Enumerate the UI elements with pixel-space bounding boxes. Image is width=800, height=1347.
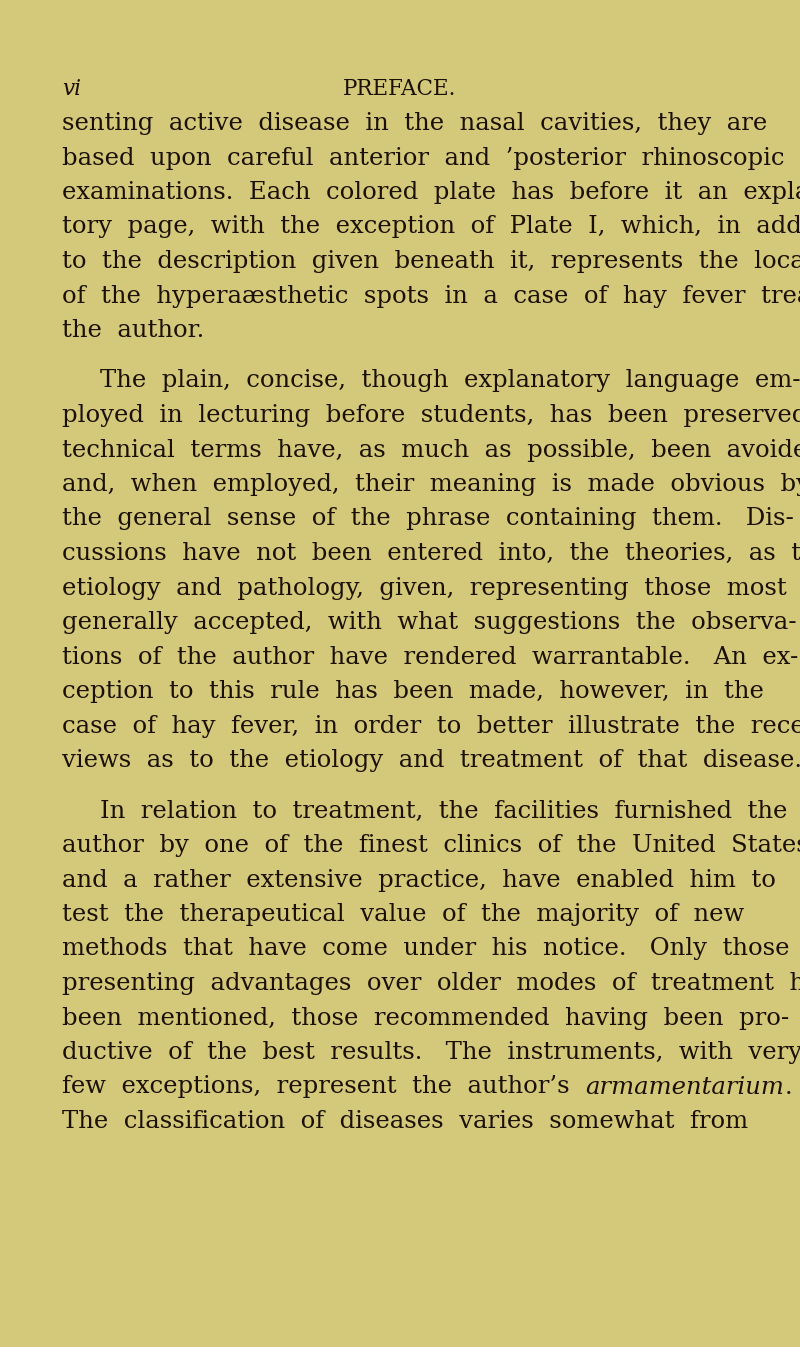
Text: and  a  rather  extensive  practice,  have  enabled  him  to: and a rather extensive practice, have en… [62, 869, 776, 892]
Text: the  general  sense  of  the  phrase  containing  them.   Dis-: the general sense of the phrase containi… [62, 508, 794, 531]
Text: of  the  hyperaæsthetic  spots  in  a  case  of  hay  fever  treated  by: of the hyperaæsthetic spots in a case of… [62, 284, 800, 307]
Text: methods  that  have  come  under  his  notice.   Only  those: methods that have come under his notice.… [62, 938, 790, 960]
Text: test  the  therapeutical  value  of  the  majority  of  new: test the therapeutical value of the majo… [62, 902, 745, 925]
Text: vi: vi [62, 78, 82, 100]
Text: ductive  of  the  best  results.   The  instruments,  with  very: ductive of the best results. The instrum… [62, 1041, 800, 1064]
Text: views  as  to  the  etiology  and  treatment  of  that  disease.: views as to the etiology and treatment o… [62, 749, 800, 772]
Text: armamentarium: armamentarium [586, 1075, 784, 1099]
Text: tions  of  the  author  have  rendered  warrantable.   An  ex-: tions of the author have rendered warran… [62, 645, 798, 668]
Text: the  author.: the author. [62, 319, 205, 342]
Text: etiology  and  pathology,  given,  representing  those  most: etiology and pathology, given, represent… [62, 577, 787, 599]
Text: The  plain,  concise,  though  explanatory  language  em-: The plain, concise, though explanatory l… [101, 369, 800, 392]
Text: cussions  have  not  been  entered  into,  the  theories,  as  to: cussions have not been entered into, the… [62, 541, 800, 564]
Text: been  mentioned,  those  recommended  having  been  pro-: been mentioned, those recommended having… [62, 1006, 790, 1029]
Text: .: . [784, 1075, 792, 1099]
Text: case  of  hay  fever,  in  order  to  better  illustrate  the  recent: case of hay fever, in order to better il… [62, 714, 800, 738]
Text: few  exceptions,  represent  the  author’s: few exceptions, represent the author’s [62, 1075, 586, 1099]
Text: examinations.  Each  colored  plate  has  before  it  an  explana-: examinations. Each colored plate has bef… [62, 180, 800, 203]
Text: and,  when  employed,  their  meaning  is  made  obvious  by: and, when employed, their meaning is mad… [62, 473, 800, 496]
Text: ception  to  this  rule  has  been  made,  however,  in  the: ception to this rule has been made, howe… [62, 680, 764, 703]
Text: In  relation  to  treatment,  the  facilities  furnished  the: In relation to treatment, the facilities… [101, 800, 788, 823]
Text: ployed  in  lecturing  before  students,  has  been  preserved;: ployed in lecturing before students, has… [62, 404, 800, 427]
Text: generally  accepted,  with  what  suggestions  the  observa-: generally accepted, with what suggestion… [62, 612, 797, 634]
Text: author  by  one  of  the  finest  clinics  of  the  United  States: author by one of the finest clinics of t… [62, 834, 800, 857]
Text: presenting  advantages  over  older  modes  of  treatment  have: presenting advantages over older modes o… [62, 973, 800, 995]
Text: senting  active  disease  in  the  nasal  cavities,  they  are: senting active disease in the nasal cavi… [62, 112, 768, 135]
Text: tory  page,  with  the  exception  of  Plate  I,  which,  in  addition: tory page, with the exception of Plate I… [62, 216, 800, 238]
Text: based  upon  careful  anterior  and  ’posterior  rhinoscopic: based upon careful anterior and ’posteri… [62, 147, 785, 170]
Text: technical  terms  have,  as  much  as  possible,  been  avoided,: technical terms have, as much as possibl… [62, 439, 800, 462]
Text: The  classification  of  diseases  varies  somewhat  from: The classification of diseases varies so… [62, 1110, 749, 1133]
Text: to  the  description  given  beneath  it,  represents  the  location: to the description given beneath it, rep… [62, 251, 800, 273]
Text: PREFACE.: PREFACE. [343, 78, 457, 100]
